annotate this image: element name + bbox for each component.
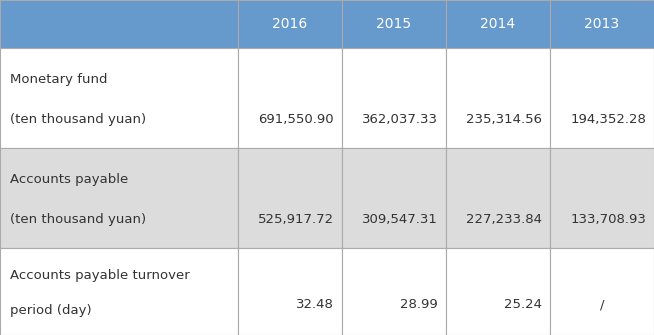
Bar <box>446 48 550 148</box>
Text: 309,547.31: 309,547.31 <box>362 213 438 226</box>
Bar <box>238 148 342 248</box>
Bar <box>342 248 446 335</box>
Bar <box>238 0 342 48</box>
Bar <box>550 148 654 248</box>
Text: 525,917.72: 525,917.72 <box>258 213 334 226</box>
Bar <box>550 248 654 335</box>
Text: 32.48: 32.48 <box>296 298 334 311</box>
Text: 2016: 2016 <box>272 17 307 31</box>
Text: 133,708.93: 133,708.93 <box>570 213 646 226</box>
Bar <box>446 148 550 248</box>
Bar <box>446 0 550 48</box>
Text: 2014: 2014 <box>481 17 515 31</box>
Text: (ten thousand yuan): (ten thousand yuan) <box>10 114 146 126</box>
Text: 28.99: 28.99 <box>400 298 438 311</box>
Text: 2015: 2015 <box>377 17 411 31</box>
Bar <box>550 48 654 148</box>
Text: period (day): period (day) <box>10 304 92 317</box>
Text: 194,352.28: 194,352.28 <box>570 114 646 126</box>
Text: (ten thousand yuan): (ten thousand yuan) <box>10 213 146 226</box>
Text: /: / <box>600 298 604 311</box>
Text: Accounts payable turnover: Accounts payable turnover <box>10 269 190 282</box>
Bar <box>238 48 342 148</box>
Bar <box>342 148 446 248</box>
Bar <box>238 248 342 335</box>
Text: 362,037.33: 362,037.33 <box>362 114 438 126</box>
Bar <box>0 48 238 148</box>
Text: 227,233.84: 227,233.84 <box>466 213 542 226</box>
Text: 25.24: 25.24 <box>504 298 542 311</box>
Bar <box>0 248 238 335</box>
Bar <box>550 0 654 48</box>
Bar <box>0 148 238 248</box>
Bar <box>0 0 238 48</box>
Text: 235,314.56: 235,314.56 <box>466 114 542 126</box>
Text: 2013: 2013 <box>585 17 619 31</box>
Text: Accounts payable: Accounts payable <box>10 174 128 187</box>
Text: 691,550.90: 691,550.90 <box>258 114 334 126</box>
Text: Monetary fund: Monetary fund <box>10 73 107 86</box>
Bar <box>342 48 446 148</box>
Bar <box>342 0 446 48</box>
Bar <box>446 248 550 335</box>
